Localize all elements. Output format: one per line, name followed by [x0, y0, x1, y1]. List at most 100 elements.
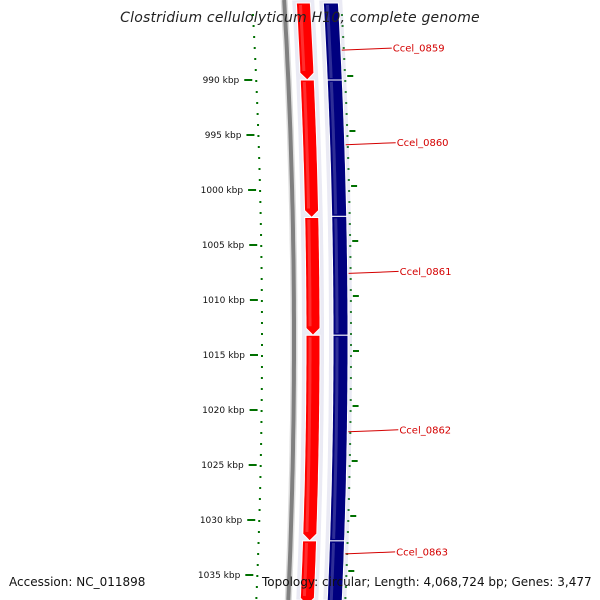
ring-dot — [342, 47, 345, 49]
ring-dot — [346, 124, 349, 126]
gene-forward-arrow — [304, 217, 321, 336]
gene-label: Ccel_0860 — [397, 138, 449, 149]
gene-highlight — [305, 337, 312, 532]
ring-dot — [260, 278, 263, 280]
ring-dot — [256, 564, 259, 566]
ring-dot — [259, 223, 262, 225]
gene-highlight — [329, 542, 335, 600]
ring-dot — [253, 36, 256, 38]
gene-label: Ccel_0859 — [393, 44, 445, 55]
ring-dot — [260, 421, 263, 423]
ring-dot — [349, 355, 352, 357]
ring-dot — [345, 575, 348, 577]
ring-dot — [259, 454, 262, 456]
ring-dot — [254, 69, 257, 71]
gene-label-leader — [348, 270, 399, 274]
ring-dot — [258, 509, 261, 511]
ring-dot — [343, 58, 346, 60]
gene-reverse-arrow — [331, 215, 349, 336]
ring-dot — [349, 267, 352, 269]
dotted-rings — [251, 14, 352, 599]
ring-dot — [260, 234, 263, 236]
ring-dot — [349, 421, 352, 423]
tick-label: 1015 kbp — [203, 351, 246, 361]
ring-dot — [260, 256, 263, 258]
gene-label: Ccel_0862 — [399, 425, 451, 436]
ring-dot — [260, 245, 263, 247]
topology-summary: Topology: circular; Length: 4,068,724 bp… — [262, 575, 592, 589]
ring-dot — [253, 47, 256, 49]
ring-dot — [260, 344, 263, 346]
ring-dot — [260, 355, 263, 357]
ring-dot — [349, 234, 352, 236]
gene-highlight — [332, 337, 339, 539]
ring-dot — [260, 399, 263, 401]
ring-dot — [260, 366, 263, 368]
gene-features — [292, 0, 352, 600]
ring-dot — [255, 597, 258, 599]
tick-label: 1035 kbp — [198, 571, 241, 581]
ring-dot — [349, 256, 352, 258]
ring-dot — [347, 168, 350, 170]
gene-highlight — [302, 81, 310, 209]
gene-label-leader — [345, 551, 396, 555]
ring-dot — [347, 509, 350, 511]
ring-dot — [348, 465, 351, 467]
gene-highlight — [334, 218, 339, 334]
ring-dot — [347, 498, 350, 500]
gene-reverse-arrow — [326, 540, 346, 600]
ring-dot — [349, 443, 352, 445]
gene-forward-arrow — [302, 334, 321, 542]
tick-label: 1025 kbp — [201, 461, 244, 471]
ring-dot — [260, 410, 263, 412]
tick-label: 1010 kbp — [202, 296, 245, 306]
ring-dot — [252, 25, 255, 27]
gene-label: Ccel_0861 — [400, 267, 452, 278]
ring-dot — [349, 410, 352, 412]
ring-dot — [349, 377, 352, 379]
ring-dot — [348, 454, 351, 456]
ring-dot — [348, 487, 351, 489]
ring-dot — [343, 69, 346, 71]
ring-dot — [347, 179, 350, 181]
backbone-line — [282, 0, 296, 600]
ring-dot — [260, 289, 263, 291]
ring-dot — [349, 366, 352, 368]
ring-dot — [258, 498, 261, 500]
gene-highlight — [302, 542, 308, 597]
ring-dot — [257, 146, 260, 148]
ring-dot — [255, 91, 258, 93]
gene-labels: Ccel_0859 Ccel_0860 Ccel_0861 Ccel_0862 Ccel… — [341, 44, 452, 558]
ring-dot — [346, 531, 349, 533]
ring-dot — [255, 586, 258, 588]
accession-text: Accession: NC_011898 — [9, 575, 146, 589]
backbone — [280, 0, 298, 600]
ring-dot — [257, 531, 260, 533]
tick-label: 995 kbp — [205, 131, 242, 141]
gene-label-leader — [341, 47, 392, 51]
left-dotted-ring — [251, 14, 263, 599]
ring-dot — [348, 201, 351, 203]
gene-forward-arrow — [299, 540, 318, 600]
gene-highlight — [326, 4, 333, 79]
ring-dot — [344, 91, 347, 93]
ring-dot — [344, 80, 347, 82]
ring-dot — [349, 432, 352, 434]
ring-dot — [258, 179, 261, 181]
gene-highlight — [329, 81, 338, 215]
ring-dot — [346, 135, 349, 137]
tick-label: 1030 kbp — [200, 516, 243, 526]
gene-highlight — [307, 219, 312, 327]
ring-dot — [348, 223, 351, 225]
ring-dot — [340, 14, 343, 16]
ring-dot — [349, 399, 352, 401]
ring-dot — [260, 311, 263, 313]
ring-dot — [348, 190, 351, 192]
ring-dot — [345, 102, 348, 104]
ring-dot — [348, 476, 351, 478]
ring-dot — [255, 80, 258, 82]
ring-dot — [257, 542, 260, 544]
ring-dot — [346, 542, 349, 544]
ring-dot — [349, 333, 352, 335]
